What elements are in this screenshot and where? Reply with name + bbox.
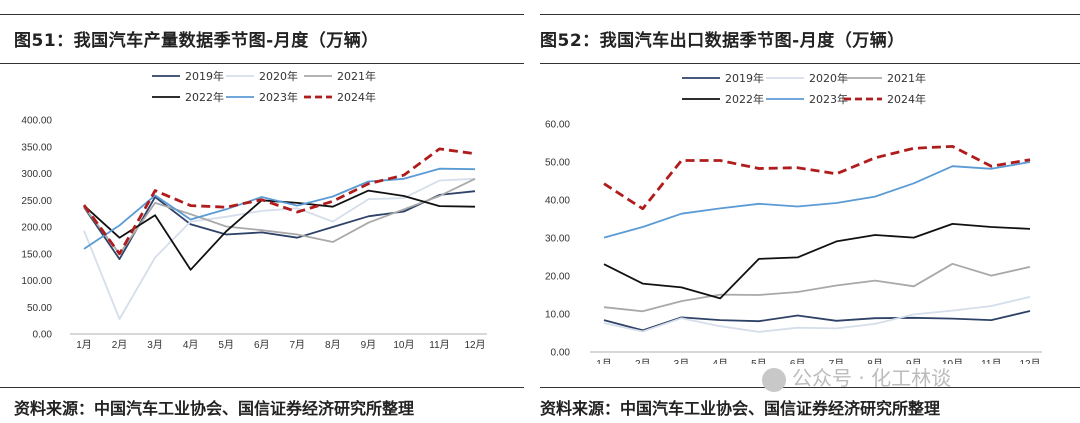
x-tick-label: 6月 (254, 339, 270, 351)
chart-title: 图51：我国汽车产量数据季节图-月度（万辆） (14, 31, 379, 51)
x-tick-label: 3月 (147, 339, 163, 351)
y-tick-label: 0.00 (33, 330, 53, 341)
legend-label: 2020年 (809, 71, 848, 85)
x-tick-label: 4月 (183, 339, 199, 351)
production-chart-panel: 图51：我国汽车产量数据季节图-月度（万辆） 0.00 50.00 100.00 15… (0, 0, 524, 423)
x-tick-label: 12月 (1019, 358, 1040, 364)
chart-title: 图52：我国汽车出口数据季节图-月度（万辆） (540, 31, 905, 51)
y-tick-label: 50.00 (545, 158, 570, 169)
series-line-2019 (83, 190, 476, 261)
y-tick-label: 300.00 (21, 169, 52, 180)
y-tick-label: 20.00 (545, 272, 570, 283)
series-line-2023 (83, 167, 476, 250)
series-line-2024 (603, 145, 1031, 211)
legend-label: 2021年 (337, 69, 376, 83)
legend-label: 2019年 (725, 71, 764, 85)
y-tick-label: 30.00 (545, 234, 570, 245)
y-tick-label: 10.00 (545, 310, 570, 321)
series-line-2021 (83, 177, 476, 255)
x-tick-label: 10月 (942, 358, 963, 364)
x-tick-label: 10月 (393, 339, 414, 351)
top-rule (0, 14, 524, 15)
legend-label: 2022年 (185, 90, 224, 104)
series-line-2020 (83, 177, 476, 320)
bottom-rule (540, 387, 1080, 388)
source-note: 资料来源：中国汽车工业协会、国信证券经济研究所整理 (14, 399, 415, 418)
x-tick-label: 9月 (906, 358, 922, 364)
y-tick-label: 200.00 (21, 223, 52, 234)
y-tick-label: 0.00 (551, 348, 571, 359)
y-tick-label: 400.00 (21, 116, 52, 127)
series-line-2020 (603, 296, 1031, 333)
x-tick-label: 5月 (751, 358, 767, 364)
legend-label: 2020年 (259, 69, 298, 83)
x-tick-label: 5月 (218, 339, 234, 351)
y-tick-label: 40.00 (545, 196, 570, 207)
series-line-2022 (83, 189, 476, 271)
legend-label: 2022年 (725, 92, 764, 106)
legend-label: 2024年 (337, 90, 376, 104)
y-tick-label: 50.00 (27, 303, 52, 314)
y-tick-label: 350.00 (21, 142, 52, 153)
x-tick-label: 11月 (429, 339, 449, 351)
top-rule (540, 14, 1080, 15)
y-tick-label: 60.00 (545, 120, 570, 131)
series-line-2022 (603, 222, 1031, 300)
legend-label: 2019年 (185, 69, 224, 83)
x-tick-label: 8月 (867, 358, 883, 364)
production-chart: 0.00 50.00 100.00 150.00 200.00 250.00 300.00 3… (21, 69, 487, 351)
export-chart: 0.00 10.00 20.00 30.00 40.00 50.00 60.00 1月 2月 3月… (545, 71, 1042, 364)
source-note: 资料来源：中国汽车工业协会、国信证券经济研究所整理 (540, 399, 941, 418)
x-tick-label: 2月 (112, 339, 128, 351)
series-line-2023 (603, 161, 1031, 239)
title-rule (540, 63, 1080, 64)
x-tick-label: 7月 (289, 339, 305, 351)
legend-label: 2023年 (809, 92, 848, 106)
series-line-2021 (603, 262, 1031, 313)
export-chart-panel: 图52：我国汽车出口数据季节图-月度（万辆） 0.00 10.00 20.00 30.… (540, 0, 1080, 423)
wechat-icon (762, 367, 786, 392)
y-tick-label: 150.00 (21, 249, 52, 260)
y-tick-label: 100.00 (21, 276, 52, 287)
title-rule (0, 63, 524, 64)
legend-label: 2023年 (259, 90, 298, 104)
legend-label: 2021年 (887, 71, 926, 85)
x-tick-label: 12月 (464, 339, 485, 351)
legend-label: 2024年 (887, 92, 926, 106)
x-tick-label: 8月 (325, 339, 341, 351)
x-tick-label: 4月 (712, 358, 728, 364)
x-tick-label: 9月 (361, 339, 377, 351)
x-tick-label: 11月 (981, 358, 1001, 364)
watermark-text: 公众号 · 化工林谈 (792, 366, 952, 390)
x-tick-label: 2月 (635, 358, 651, 364)
watermark: 公众号 · 化工林谈 (762, 362, 951, 392)
x-tick-label: 7月 (829, 358, 845, 364)
x-tick-label: 3月 (674, 358, 690, 364)
y-tick-label: 250.00 (21, 196, 52, 207)
x-tick-label: 6月 (790, 358, 806, 364)
series-line-2024 (82, 147, 476, 256)
bottom-rule (0, 387, 524, 388)
x-tick-label: 1月 (596, 358, 612, 364)
x-tick-label: 1月 (76, 339, 92, 351)
